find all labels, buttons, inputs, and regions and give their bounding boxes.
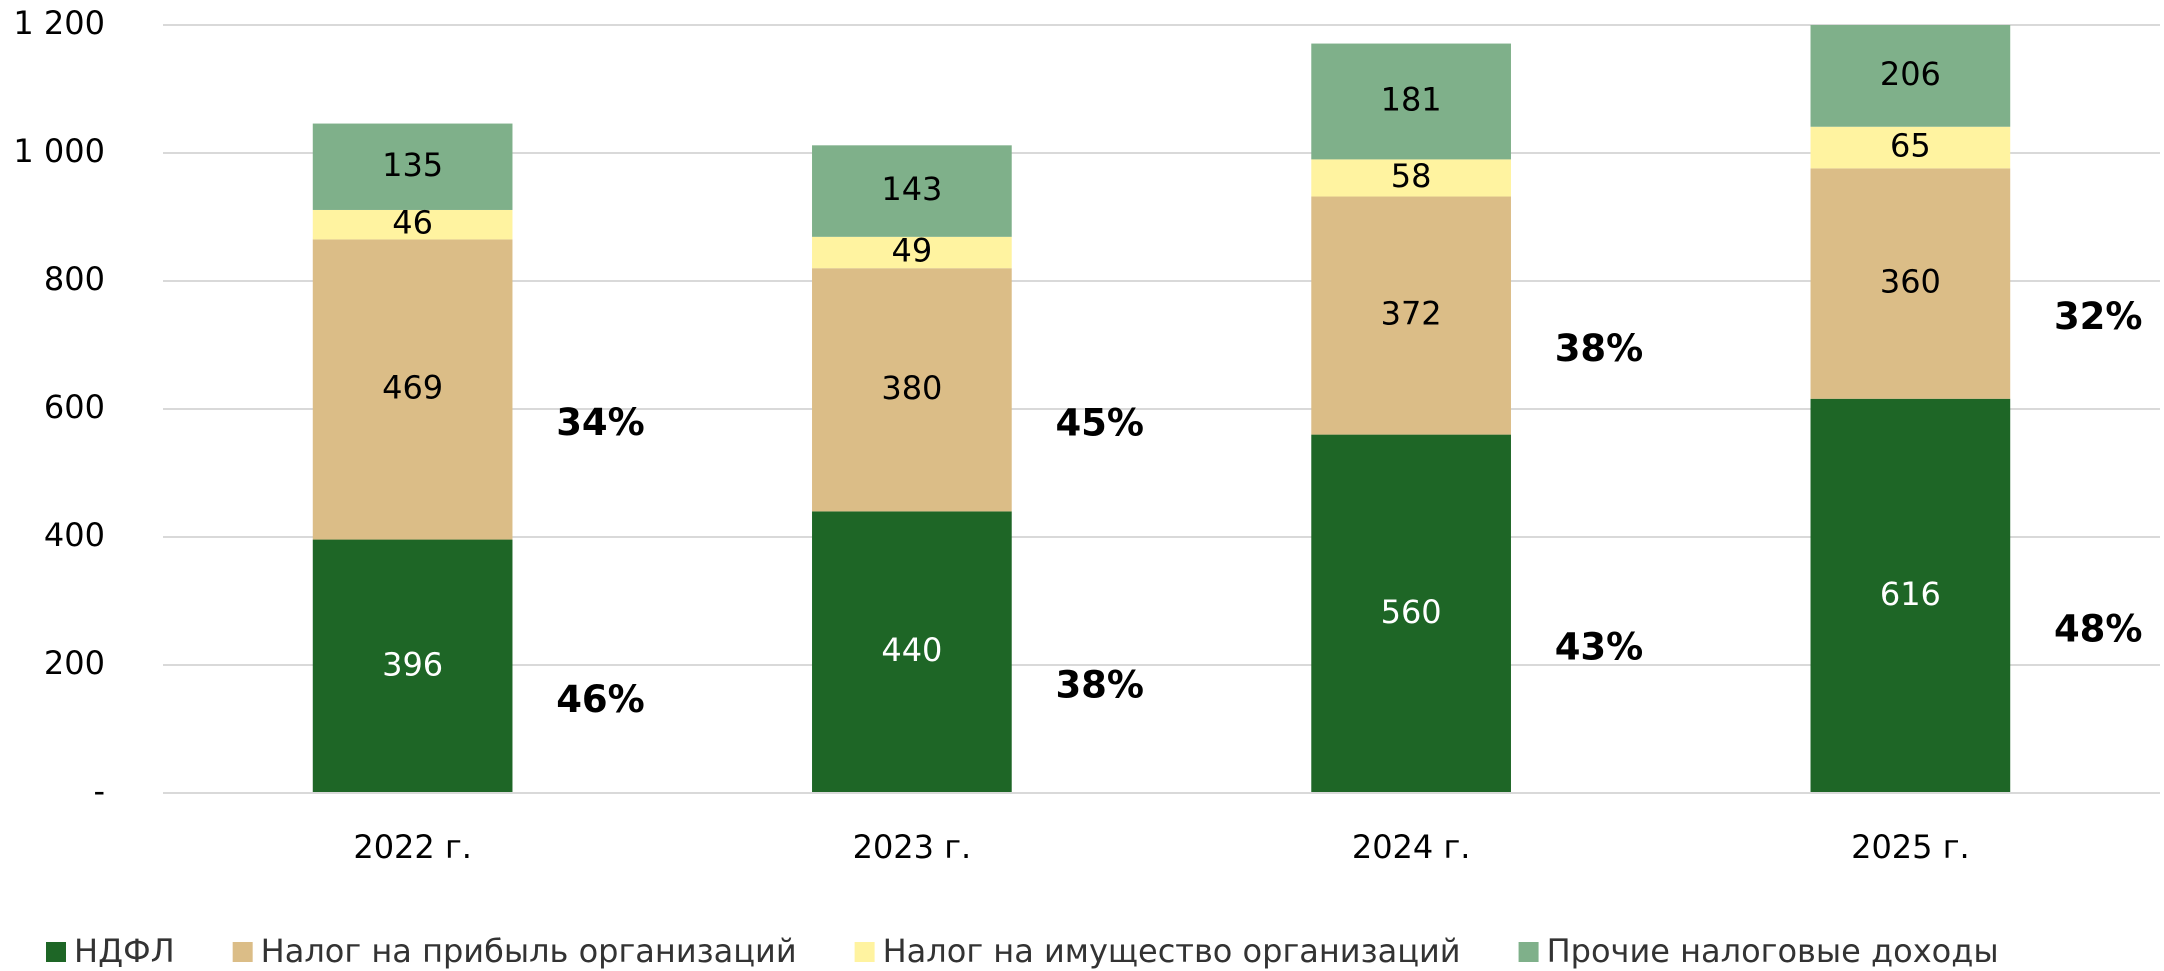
bar-segment xyxy=(1311,43,1511,160)
data-label: 181 xyxy=(1381,80,1442,118)
share-label: 38% xyxy=(1555,327,1644,370)
x-tick-label: 2024 г. xyxy=(1352,828,1471,866)
bar-segment xyxy=(812,145,1012,237)
data-label: 65 xyxy=(1890,127,1931,165)
bar-segment xyxy=(1810,398,2011,793)
bar-segment xyxy=(1810,25,2011,127)
bar-segment xyxy=(812,511,1012,793)
share-label: 32% xyxy=(2054,295,2143,338)
labels: 396 46% 469 34% 46 135 440 38% 380 45% 49 143 560 43%… xyxy=(382,55,2142,721)
y-tick-label: - xyxy=(93,772,105,810)
share-label: 38% xyxy=(1055,664,1144,707)
share-label: 46% xyxy=(556,678,645,721)
bar-segment xyxy=(1810,168,2011,399)
legend-marker xyxy=(1518,942,1539,962)
data-label: 380 xyxy=(881,369,942,407)
data-label: 58 xyxy=(1391,157,1432,195)
data-label: 206 xyxy=(1880,55,1941,93)
data-label: 135 xyxy=(382,146,443,184)
y-tick-label: 600 xyxy=(44,388,105,426)
share-label: 34% xyxy=(556,401,645,444)
legend-marker xyxy=(854,942,875,962)
x-tick-label: 2022 г. xyxy=(353,828,472,866)
legend-label: Налог на прибыль организаций xyxy=(261,932,797,970)
x-tick-label: 2025 г. xyxy=(1851,828,1970,866)
bar-segment xyxy=(1311,196,1511,435)
data-label: 560 xyxy=(1381,593,1442,631)
bars xyxy=(312,25,2011,793)
y-tick-label: 1 200 xyxy=(13,4,105,42)
data-label: 46 xyxy=(392,204,433,242)
x-tick-label: 2023 г. xyxy=(853,828,972,866)
legend-label: НДФЛ xyxy=(74,932,175,970)
data-label: 616 xyxy=(1880,575,1941,613)
legend-marker xyxy=(232,942,253,962)
y-tick-label: 200 xyxy=(44,644,105,682)
bar-segment xyxy=(812,236,1012,269)
data-label: 396 xyxy=(382,645,443,683)
bar-segment xyxy=(1810,126,2011,169)
y-tick-label: 800 xyxy=(44,260,105,298)
share-label: 43% xyxy=(1555,625,1644,668)
y-tick-label: 1 000 xyxy=(13,132,105,170)
bar-segment xyxy=(312,239,513,540)
bar-segment xyxy=(1311,159,1511,197)
bar-segment xyxy=(312,209,513,240)
bar-segment xyxy=(1311,434,1511,793)
legend-label: Налог на имущество организаций xyxy=(883,932,1461,970)
share-label: 48% xyxy=(2054,607,2143,650)
bar-segment xyxy=(312,123,513,210)
legend-label: Прочие налоговые доходы xyxy=(1547,932,1999,970)
y-tick-label: 400 xyxy=(44,516,105,554)
bar-segment xyxy=(312,539,513,793)
bar-segment xyxy=(812,268,1012,512)
data-label: 143 xyxy=(881,170,942,208)
data-label: 440 xyxy=(881,631,942,669)
data-label: 360 xyxy=(1880,263,1941,301)
data-label: 469 xyxy=(382,368,443,406)
share-label: 45% xyxy=(1055,401,1144,444)
data-label: 372 xyxy=(1381,295,1442,333)
legend-marker xyxy=(46,942,66,962)
data-label: 49 xyxy=(892,232,933,270)
